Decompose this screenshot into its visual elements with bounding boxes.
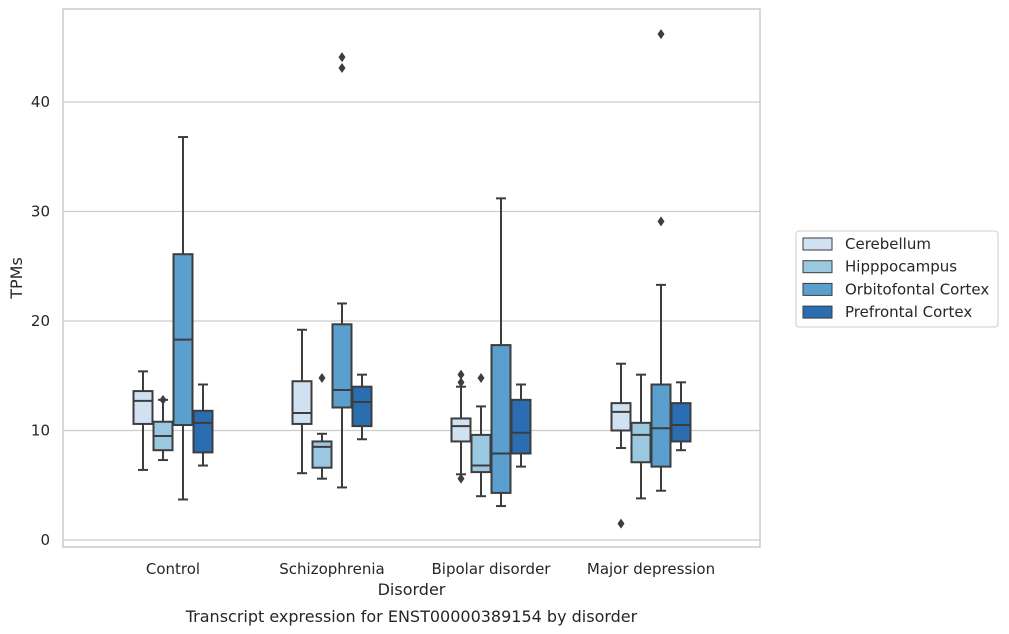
- iqr-box: [291, 380, 313, 425]
- y-tick-label: 30: [31, 203, 50, 221]
- box-orbitofontal-cortex: [172, 136, 194, 501]
- outlier-point: [657, 29, 665, 40]
- x-tick-label: Schizophrenia: [279, 560, 384, 578]
- box-orbitofontal-cortex: [331, 52, 353, 489]
- y-axis-label: TPMs: [7, 257, 26, 300]
- box-cerebellum: [132, 370, 154, 471]
- box-cerebellum: [610, 362, 632, 529]
- x-tick-label: Major depression: [587, 560, 715, 578]
- outlier-point: [617, 518, 625, 529]
- legend-label: Orbitofontal Cortex: [845, 280, 989, 298]
- iqr-box: [331, 323, 353, 409]
- iqr-box: [630, 421, 652, 464]
- legend-swatch: [802, 260, 833, 274]
- iqr-box: [450, 417, 472, 443]
- iqr-box: [311, 440, 333, 469]
- legend-swatch: [802, 282, 833, 296]
- legend-swatch: [802, 305, 833, 319]
- box-cerebellum: [291, 328, 313, 475]
- box-hipppocampus: [152, 394, 174, 462]
- outlier-point: [159, 394, 167, 405]
- y-tick-labels: 0 10 20 30 40: [31, 93, 50, 549]
- legend-label: Cerebellum: [845, 235, 931, 253]
- outlier-point: [338, 63, 346, 74]
- box-groups: [132, 29, 692, 529]
- iqr-box: [351, 385, 373, 428]
- outlier-point: [657, 216, 665, 227]
- y-tick-label: 0: [40, 531, 50, 549]
- outlier-point: [457, 473, 465, 484]
- outlier-point: [477, 372, 485, 383]
- iqr-box: [510, 398, 532, 455]
- plot-frame: [62, 8, 761, 548]
- iqr-box: [132, 390, 154, 425]
- legend-label: Hipppocampus: [845, 258, 957, 276]
- y-tick-label: 40: [31, 93, 50, 111]
- outlier-point: [318, 372, 326, 383]
- legend-label: Prefrontal Cortex: [845, 303, 972, 321]
- iqr-box: [192, 409, 214, 454]
- x-tick-label: Bipolar disorder: [432, 560, 552, 578]
- legend-swatch: [802, 237, 833, 251]
- box-cerebellum: [450, 369, 472, 484]
- y-tick-label: 20: [31, 312, 50, 330]
- iqr-box: [650, 383, 672, 468]
- x-tick-label: Control: [146, 560, 200, 578]
- outlier-point: [457, 377, 465, 388]
- box-prefrontal-cortex: [670, 381, 692, 452]
- box-hipppocampus: [311, 372, 333, 480]
- legend-frame: [795, 230, 999, 328]
- iqr-box: [670, 402, 692, 443]
- box-prefrontal-cortex: [192, 383, 214, 467]
- box-prefrontal-cortex: [510, 383, 532, 468]
- figure-caption: Transcript expression for ENST0000038915…: [185, 607, 638, 626]
- outlier-point: [457, 369, 465, 380]
- iqr-box: [610, 402, 632, 432]
- outlier-point: [338, 52, 346, 63]
- box-prefrontal-cortex: [351, 373, 373, 441]
- y-tick-label: 10: [31, 422, 50, 440]
- box-orbitofontal-cortex: [490, 197, 512, 508]
- legend: Cerebellum Hipppocampus Orbitofontal Corte…: [795, 230, 999, 328]
- x-axis-label: Disorder: [378, 580, 446, 599]
- x-tick-labels: Control Schizophrenia Bipolar disorder Majo…: [146, 560, 715, 578]
- iqr-box: [490, 344, 512, 494]
